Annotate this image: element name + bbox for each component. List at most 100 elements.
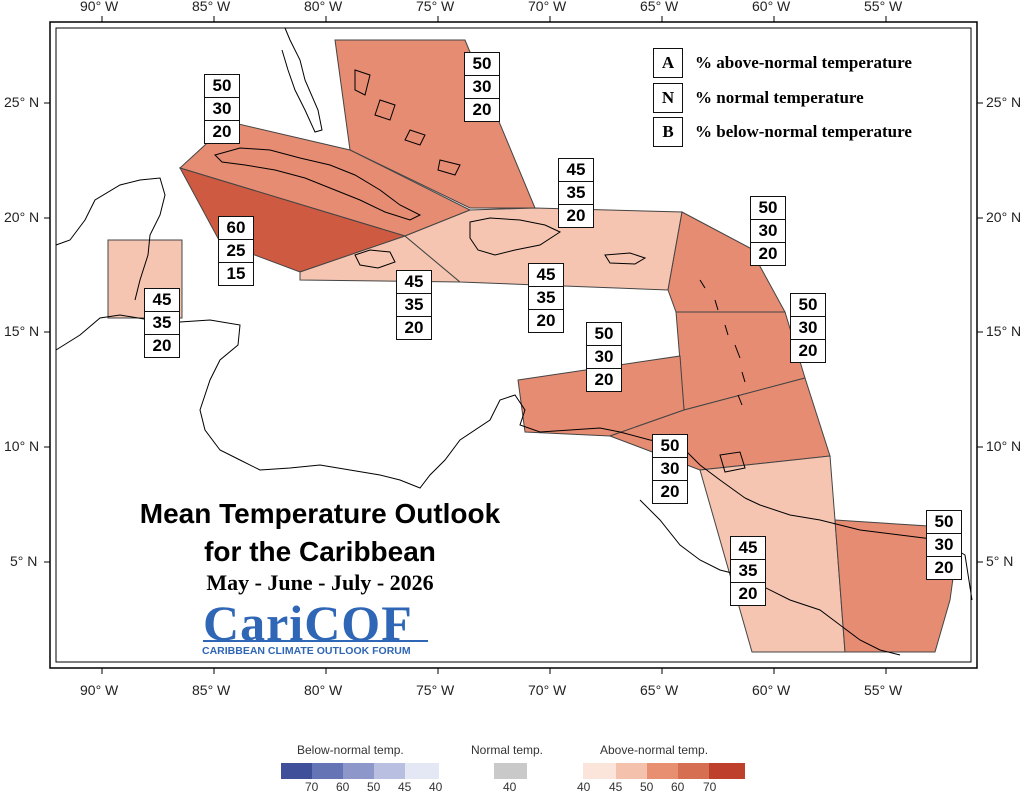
prob-below: 15 — [219, 262, 253, 285]
legend-row-below: B % below-normal temperature — [653, 117, 912, 147]
colorbar-normal-title: Normal temp. — [471, 743, 544, 757]
lon-label-top: 60° W — [752, 0, 791, 14]
lon-label-bottom: 75° W — [416, 682, 455, 698]
colorbar-swatch-below — [405, 763, 439, 779]
prob-box-bahamas: 50 30 20 — [464, 52, 500, 122]
prob-above: 45 — [536, 265, 556, 284]
prob-above: 45 — [738, 538, 758, 557]
prob-below: 20 — [559, 204, 593, 227]
colorbar-tick: 45 — [398, 780, 412, 794]
prob-below: 20 — [465, 98, 499, 121]
legend-text-below: % below-normal temperature — [695, 122, 912, 141]
prob-normal: 35 — [731, 559, 765, 582]
prob-box-windward-islands: 50 30 20 — [790, 293, 826, 363]
colorbar-swatch-below — [312, 763, 343, 779]
lat-label-left: 20° N — [4, 209, 40, 225]
prob-above: 45 — [404, 272, 424, 291]
legend-text-above: % above-normal temperature — [695, 53, 912, 72]
prob-box-abc-islands: 50 30 20 — [586, 322, 622, 392]
prob-normal: 30 — [791, 316, 825, 339]
map-period: May - June - July - 2026 — [206, 570, 434, 595]
prob-above: 50 — [594, 324, 614, 343]
legend-key-above: A — [653, 48, 683, 78]
lat-label-right: 15° N — [986, 323, 1022, 339]
prob-above: 50 — [212, 76, 232, 95]
prob-box-trinidad-tobago: 50 30 20 — [652, 434, 688, 504]
prob-above: 50 — [798, 295, 818, 314]
legend-key-below: B — [653, 117, 683, 147]
prob-box-leeward-islands: 50 30 20 — [750, 196, 786, 266]
colorbar-tick: 45 — [609, 780, 623, 794]
lon-label-top: 70° W — [528, 0, 567, 14]
prob-normal: 35 — [529, 286, 563, 309]
lon-label-top: 65° W — [640, 0, 679, 14]
colorbar-tick: 60 — [336, 780, 350, 794]
colorbar-tick: 50 — [367, 780, 381, 794]
prob-normal: 30 — [653, 457, 687, 480]
lat-label-left: 15° N — [4, 323, 40, 339]
colorbar-swatch-above — [709, 763, 745, 779]
colorbar-swatch-below — [343, 763, 374, 779]
prob-above: 50 — [660, 436, 680, 455]
prob-above: 50 — [758, 198, 778, 217]
prob-above: 50 — [472, 54, 492, 73]
prob-normal: 35 — [397, 293, 431, 316]
colorbar-tick: 40 — [429, 780, 443, 794]
lat-label-left: 25° N — [4, 94, 40, 110]
lat-label-right: 5° N — [986, 553, 1014, 569]
prob-normal: 35 — [145, 311, 179, 334]
colorbar-above-title: Above-normal temp. — [600, 743, 709, 757]
lon-label-top: 90° W — [80, 0, 119, 14]
prob-below: 20 — [205, 120, 239, 143]
prob-box-cuba-west: 50 30 20 — [204, 74, 240, 144]
lon-label-top: 85° W — [192, 0, 231, 14]
legend-key-normal: N — [653, 83, 683, 113]
lon-label-top: 75° W — [416, 0, 455, 14]
prob-below: 20 — [927, 556, 961, 579]
lon-label-top: 80° W — [304, 0, 343, 14]
lat-label-right: 10° N — [986, 438, 1022, 454]
colorbar-below-title: Below-normal temp. — [297, 743, 404, 757]
lon-label-bottom: 85° W — [192, 682, 231, 698]
legend-row-normal: N % normal temperature — [653, 83, 864, 113]
prob-below: 20 — [145, 334, 179, 357]
axis-ticks — [44, 16, 983, 674]
prob-below: 20 — [751, 242, 785, 265]
prob-normal: 25 — [219, 239, 253, 262]
colorbar-tick: 70 — [703, 780, 717, 794]
lat-label-right: 25° N — [986, 94, 1022, 110]
lon-label-bottom: 70° W — [528, 682, 567, 698]
caricof-logo: CariCOF — [203, 595, 413, 651]
prob-normal: 30 — [587, 345, 621, 368]
colorbar-swatch-above — [616, 763, 647, 779]
lon-label-bottom: 80° W — [304, 682, 343, 698]
region-bahamas — [334, 39, 536, 209]
lat-label-left: 10° N — [4, 438, 40, 454]
prob-above: 45 — [152, 290, 172, 309]
legend-row-above: A % above-normal temperature — [653, 48, 912, 78]
colorbar-swatch-above — [678, 763, 709, 779]
prob-box-cuba-cayman: 60 25 15 — [218, 216, 254, 286]
prob-below: 20 — [791, 339, 825, 362]
lon-label-bottom: 55° W — [864, 682, 903, 698]
prob-normal: 30 — [927, 533, 961, 556]
prob-box-jamaica: 45 35 20 — [396, 270, 432, 340]
prob-box-guyana: 45 35 20 — [730, 536, 766, 606]
lon-label-bottom: 90° W — [80, 682, 119, 698]
prob-box-hispaniola-pr: 45 35 20 — [528, 263, 564, 333]
prob-normal: 35 — [559, 181, 593, 204]
lat-label-right: 20° N — [986, 209, 1022, 225]
prob-box-suriname-guiana: 50 30 20 — [926, 510, 962, 580]
prob-normal: 30 — [751, 219, 785, 242]
prob-box-greater-antilles-east: 45 35 20 — [558, 158, 594, 228]
colorbar-swatch-above — [583, 763, 616, 779]
prob-above: 50 — [934, 512, 954, 531]
colorbar-tick: 40 — [503, 780, 517, 794]
colorbar-tick: 40 — [577, 780, 591, 794]
colorbar-tick: 50 — [640, 780, 654, 794]
map-title-line2: for the Caribbean — [204, 536, 436, 567]
colorbar-swatch-below — [374, 763, 405, 779]
prob-below: 20 — [397, 316, 431, 339]
prob-below: 20 — [731, 582, 765, 605]
prob-normal: 30 — [205, 97, 239, 120]
